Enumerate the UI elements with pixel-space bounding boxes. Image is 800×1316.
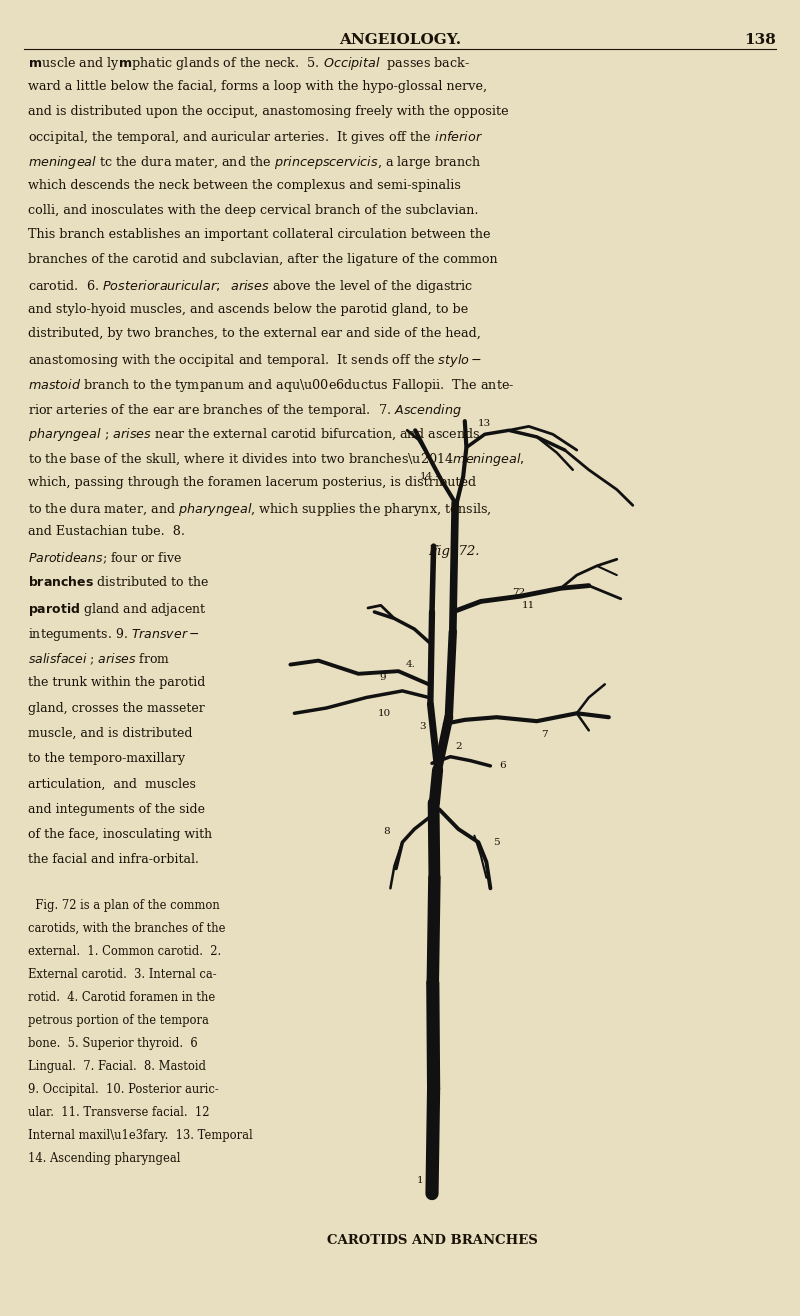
Text: This branch establishes an important collateral circulation between the: This branch establishes an important col… xyxy=(28,229,490,241)
Text: CAROTIDS AND BRANCHES: CAROTIDS AND BRANCHES xyxy=(326,1234,538,1248)
Text: 14. Ascending pharyngeal: 14. Ascending pharyngeal xyxy=(28,1152,181,1165)
Text: petrous portion of the tempora: petrous portion of the tempora xyxy=(28,1013,209,1026)
Text: Fig. 72 is a plan of the common: Fig. 72 is a plan of the common xyxy=(28,899,220,912)
Text: 11: 11 xyxy=(522,601,535,609)
Text: $\it{mastoid}$ branch to the tympanum and aqu\u00e6ductus Fallopii.  The ante-: $\it{mastoid}$ branch to the tympanum an… xyxy=(28,376,514,393)
Text: $\mathbf{m}$uscle and ly$\mathbf{m}$phatic glands of the neck.  5. $\it{Occipita: $\mathbf{m}$uscle and ly$\mathbf{m}$phat… xyxy=(28,55,470,72)
Text: external.  1. Common carotid.  2.: external. 1. Common carotid. 2. xyxy=(28,945,222,958)
Text: 72: 72 xyxy=(513,588,526,596)
Text: $\mathbf{parotid}$ gland and adjacent: $\mathbf{parotid}$ gland and adjacent xyxy=(28,600,206,617)
Text: 2: 2 xyxy=(455,742,462,750)
Text: 13: 13 xyxy=(478,420,491,428)
Text: rotid.  4. Carotid foramen in the: rotid. 4. Carotid foramen in the xyxy=(28,991,215,1004)
Text: bone.  5. Superior thyroid.  6: bone. 5. Superior thyroid. 6 xyxy=(28,1037,198,1050)
Text: 9: 9 xyxy=(379,674,386,682)
Text: $\it{salis facei}$ ; $\it{arises}$ from: $\it{salis facei}$ ; $\it{arises}$ from xyxy=(28,651,170,667)
Text: 8: 8 xyxy=(383,828,390,836)
Text: 6: 6 xyxy=(499,762,506,770)
Text: and stylo-hyoid muscles, and ascends below the parotid gland, to be: and stylo-hyoid muscles, and ascends bel… xyxy=(28,303,468,316)
Text: and integuments of the side: and integuments of the side xyxy=(28,803,205,816)
Text: the facial and infra-orbital.: the facial and infra-orbital. xyxy=(28,853,199,866)
Text: muscle, and is distributed: muscle, and is distributed xyxy=(28,726,193,740)
Text: 10: 10 xyxy=(378,709,390,717)
Text: carotid.  6. $\it{Posterior auricular;}$  $\it{arises}$ above the level of the d: carotid. 6. $\it{Posterior auricular;}$ … xyxy=(28,278,474,295)
Text: $\it{meningeal}$ tc the dura mater, and the $\it{princeps cervicis}$, a large br: $\it{meningeal}$ tc the dura mater, and … xyxy=(28,154,482,171)
Text: articulation,  and  muscles: articulation, and muscles xyxy=(28,778,196,791)
Text: which descends the neck between the complexus and semi-spinalis: which descends the neck between the comp… xyxy=(28,179,461,192)
Text: to the base of the skull, where it divides into two branches\u2014$\it{meningeal: to the base of the skull, where it divid… xyxy=(28,451,525,468)
Text: ward a little below the facial, forms a loop with the hypo-glossal nerve,: ward a little below the facial, forms a … xyxy=(28,80,487,93)
Text: 5: 5 xyxy=(494,838,500,846)
Text: 9. Occipital.  10. Posterior auric-: 9. Occipital. 10. Posterior auric- xyxy=(28,1083,218,1096)
Text: of the face, inosculating with: of the face, inosculating with xyxy=(28,828,212,841)
Text: anastomosing with the occipital and temporal.  It sends off the $\it{stylo-}$: anastomosing with the occipital and temp… xyxy=(28,353,482,370)
Text: integuments. 9. $\it{Transver-}$: integuments. 9. $\it{Transver-}$ xyxy=(28,626,200,644)
Text: 4.: 4. xyxy=(406,661,415,669)
Text: 138: 138 xyxy=(744,33,776,47)
Text: ular.  11. Transverse facial.  12: ular. 11. Transverse facial. 12 xyxy=(28,1105,210,1119)
Text: gland, crosses the masseter: gland, crosses the masseter xyxy=(28,701,205,715)
Text: to the dura mater, and $\it{pharyngeal}$, which supplies the pharynx, tonsils,: to the dura mater, and $\it{pharyngeal}$… xyxy=(28,500,491,517)
Text: the trunk within the parotid: the trunk within the parotid xyxy=(28,676,206,690)
Text: 14: 14 xyxy=(420,472,433,480)
Text: to the temporo-maxillary: to the temporo-maxillary xyxy=(28,753,185,765)
Text: Internal maxil\u1e3fary.  13. Temporal: Internal maxil\u1e3fary. 13. Temporal xyxy=(28,1129,253,1142)
Text: External carotid.  3. Internal ca-: External carotid. 3. Internal ca- xyxy=(28,967,217,980)
Text: rior arteries of the ear are branches of the temporal.  7. $\it{Ascending}$: rior arteries of the ear are branches of… xyxy=(28,401,462,418)
Text: Fig. 72.: Fig. 72. xyxy=(428,545,479,558)
Text: 1: 1 xyxy=(417,1177,423,1184)
Text: and Eustachian tube.  8.: and Eustachian tube. 8. xyxy=(28,525,185,538)
Text: colli, and inosculates with the deep cervical branch of the subclavian.: colli, and inosculates with the deep cer… xyxy=(28,204,478,217)
Text: $\it{pharyngeal}$ ; $\it{arises}$ near the external carotid bifurcation, and asc: $\it{pharyngeal}$ ; $\it{arises}$ near t… xyxy=(28,426,481,443)
Text: ANGEIOLOGY.: ANGEIOLOGY. xyxy=(339,33,461,47)
Text: and is distributed upon the occiput, anastomosing freely with the opposite: and is distributed upon the occiput, ana… xyxy=(28,105,509,117)
Text: 3: 3 xyxy=(419,722,426,730)
Text: branches of the carotid and subclavian, after the ligature of the common: branches of the carotid and subclavian, … xyxy=(28,253,498,266)
Text: $\it{Parotideans}$; four or five: $\it{Parotideans}$; four or five xyxy=(28,550,182,566)
Text: which, passing through the foramen lacerum posterius, is distributed: which, passing through the foramen lacer… xyxy=(28,476,476,488)
Text: 7: 7 xyxy=(542,730,548,738)
Text: distributed, by two branches, to the external ear and side of the head,: distributed, by two branches, to the ext… xyxy=(28,328,481,341)
Text: $\mathbf{branches}$ distributed to the: $\mathbf{branches}$ distributed to the xyxy=(28,575,209,590)
Text: carotids, with the branches of the: carotids, with the branches of the xyxy=(28,921,226,934)
Text: occipital, the temporal, and auricular arteries.  It gives off the $\it{inferior: occipital, the temporal, and auricular a… xyxy=(28,129,483,146)
Text: Lingual.  7. Facial.  8. Mastoid: Lingual. 7. Facial. 8. Mastoid xyxy=(28,1059,206,1073)
